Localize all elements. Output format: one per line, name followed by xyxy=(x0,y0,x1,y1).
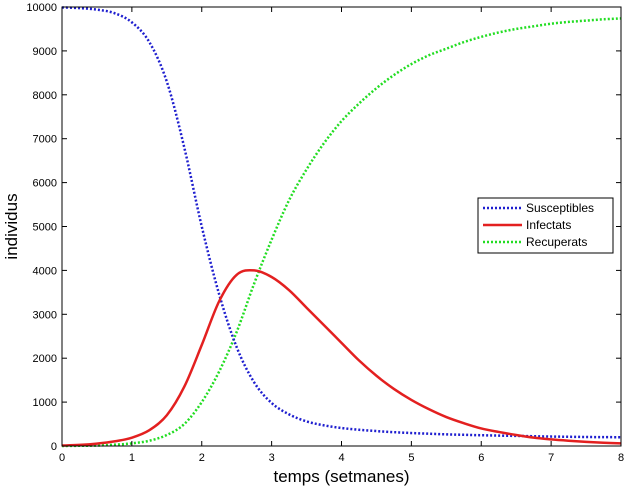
series-line-infectats xyxy=(61,268,622,447)
y-tick-label: 10000 xyxy=(26,2,57,14)
x-tick-label: 7 xyxy=(548,452,554,464)
y-tick-label: 2000 xyxy=(33,353,57,365)
y-tick-label: 5000 xyxy=(33,222,57,234)
legend-label-infectats: Infectats xyxy=(526,218,571,232)
legend-label-susceptibles: Susceptibles xyxy=(526,201,594,215)
x-tick-label: 5 xyxy=(408,452,414,464)
legend: Susceptibles Infectats Recuperats xyxy=(477,197,614,254)
y-axis-label: individus xyxy=(2,193,21,259)
y-tick-label: 7000 xyxy=(33,134,57,146)
y-tick-label: 9000 xyxy=(33,46,57,58)
x-tick-label: 2 xyxy=(199,452,205,464)
y-tick-label: 6000 xyxy=(33,178,57,190)
series-layer xyxy=(61,6,622,448)
x-tick-label: 4 xyxy=(338,452,344,464)
y-tick-label: 0 xyxy=(51,441,57,453)
y-tick-label: 8000 xyxy=(33,90,57,102)
axis-layer: 0 1 2 3 4 5 6 7 8 0 1000 2000 3000 4000 5000 6000 7000 80… xyxy=(26,2,624,464)
x-tick-label: 3 xyxy=(269,452,275,464)
series-line-recuperats xyxy=(61,17,622,448)
y-tick-label: 1000 xyxy=(33,397,57,409)
x-tick-label: 8 xyxy=(618,452,624,464)
y-tick-label: 4000 xyxy=(33,265,57,277)
x-tick-label: 0 xyxy=(59,452,65,464)
legend-label-recuperats: Recuperats xyxy=(526,235,587,249)
x-tick-label: 1 xyxy=(129,452,135,464)
x-axis-label: temps (setmanes) xyxy=(273,467,409,486)
y-tick-label: 3000 xyxy=(33,309,57,321)
x-tick-label: 6 xyxy=(478,452,484,464)
